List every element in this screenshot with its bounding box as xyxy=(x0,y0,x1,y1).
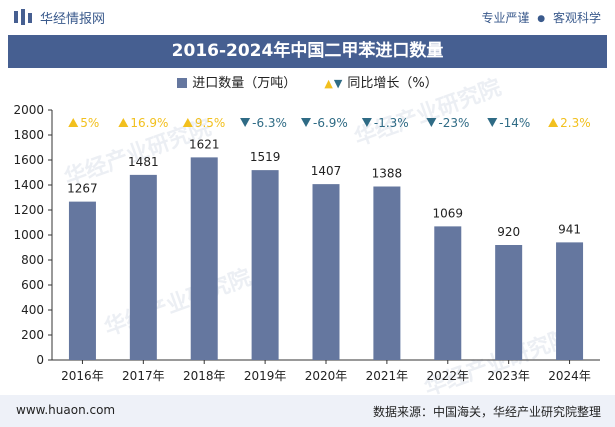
site-url: www.huaon.com xyxy=(16,403,116,417)
x-tick-label: 2020年 xyxy=(305,369,348,383)
bar xyxy=(434,226,462,360)
growth-up-marker xyxy=(548,118,559,127)
growth-up-marker xyxy=(182,118,193,127)
growth-down-marker xyxy=(301,118,311,127)
growth-label: 2.3% xyxy=(560,116,591,130)
y-tick-label: 1600 xyxy=(13,153,44,167)
growth-label: -1.3% xyxy=(374,116,409,130)
y-tick-label: 1000 xyxy=(13,228,44,242)
tagline: 专业严谨 ● 客观科学 xyxy=(481,9,601,26)
bar xyxy=(495,245,523,360)
legend-label-growth: 同比增长（%） xyxy=(347,76,438,91)
footer-bar: www.huaon.com 数据来源：中国海关，华经产业研究院整理 xyxy=(0,395,615,427)
triangle-up-icon: ▲ xyxy=(324,77,333,90)
growth-down-marker xyxy=(361,118,372,127)
bar xyxy=(373,186,401,360)
y-tick-label: 2000 xyxy=(13,103,44,117)
y-tick-label: 400 xyxy=(21,303,44,317)
legend-bar-swatch-icon xyxy=(177,78,188,88)
triangle-down-icon: ▼ xyxy=(333,77,343,90)
x-tick-label: 2017年 xyxy=(122,369,165,383)
bar xyxy=(251,170,279,360)
bar-chart: 0 200 400 600 800 1000 1200 1400 1600 1800 2000 126… xyxy=(13,103,600,383)
x-tick-label: 2023年 xyxy=(487,369,530,383)
y-tick-label: 200 xyxy=(21,328,44,342)
growth-down-marker xyxy=(426,118,437,127)
y-tick-label: 1800 xyxy=(13,128,44,142)
growth-label: 16.9% xyxy=(130,116,168,130)
top-bar: 华经情报网 专业严谨 ● 客观科学 xyxy=(0,0,615,34)
data-source: 数据来源：中国海关，华经产业研究院整理 xyxy=(372,405,601,419)
legend-label-volume: 进口数量（万吨） xyxy=(192,76,297,91)
x-tick-label: 2019年 xyxy=(244,369,287,383)
growth-label: -6.3% xyxy=(252,116,287,130)
bar-value-label: 1267 xyxy=(67,182,98,196)
bar xyxy=(129,174,157,360)
bar-value-label: 1621 xyxy=(189,137,220,151)
x-tick-label: 2016年 xyxy=(61,369,104,383)
bar-value-label: 1481 xyxy=(128,155,159,169)
growth-label: -6.9% xyxy=(313,116,348,130)
tagline-right: 客观科学 xyxy=(552,11,601,25)
bar-value-label: 941 xyxy=(558,222,581,236)
bar-value-label: 1519 xyxy=(250,150,281,164)
y-tick-label: 0 xyxy=(36,353,44,367)
growth-label: -14% xyxy=(499,116,530,130)
y-tick-label: 1200 xyxy=(13,203,44,217)
legend-item-growth: ▲▼ 同比增长（%） xyxy=(324,72,437,91)
growth-down-marker xyxy=(240,118,251,127)
y-tick-label: 1400 xyxy=(13,178,44,192)
chart-legend: 进口数量（万吨） ▲▼ 同比增长（%） xyxy=(0,72,615,92)
bar-value-label: 1069 xyxy=(433,206,464,220)
bar xyxy=(190,157,218,360)
growth-label: 9.5% xyxy=(195,116,226,130)
x-tick-label: 2024年 xyxy=(548,369,591,383)
brand-name: 华经情报网 xyxy=(40,12,106,27)
title-bar: 2016-2024年中国二甲苯进口数量 xyxy=(8,35,607,68)
x-tick-label: 2021年 xyxy=(366,369,409,383)
chart-title: 2016-2024年中国二甲苯进口数量 xyxy=(171,41,444,61)
growth-up-marker xyxy=(118,118,129,127)
y-tick-label: 600 xyxy=(21,278,44,292)
bar-value-label: 1407 xyxy=(311,164,342,178)
growth-label: -23% xyxy=(438,116,469,130)
tagline-left: 专业严谨 xyxy=(481,11,530,25)
legend-item-volume: 进口数量（万吨） xyxy=(177,72,296,91)
growth-down-marker xyxy=(487,118,498,127)
x-tick-label: 2022年 xyxy=(427,369,470,383)
bar-value-label: 1388 xyxy=(372,167,403,181)
bar-value-label: 920 xyxy=(497,225,520,239)
growth-up-marker xyxy=(68,118,79,127)
growth-label: 5% xyxy=(80,116,99,130)
bar xyxy=(556,242,584,360)
x-tick-label: 2018年 xyxy=(183,369,226,383)
bar xyxy=(312,184,340,360)
brand-logo-icon xyxy=(14,9,32,25)
y-tick-label: 800 xyxy=(21,253,44,267)
dot-separator-icon: ● xyxy=(537,14,546,24)
bar xyxy=(68,201,96,360)
